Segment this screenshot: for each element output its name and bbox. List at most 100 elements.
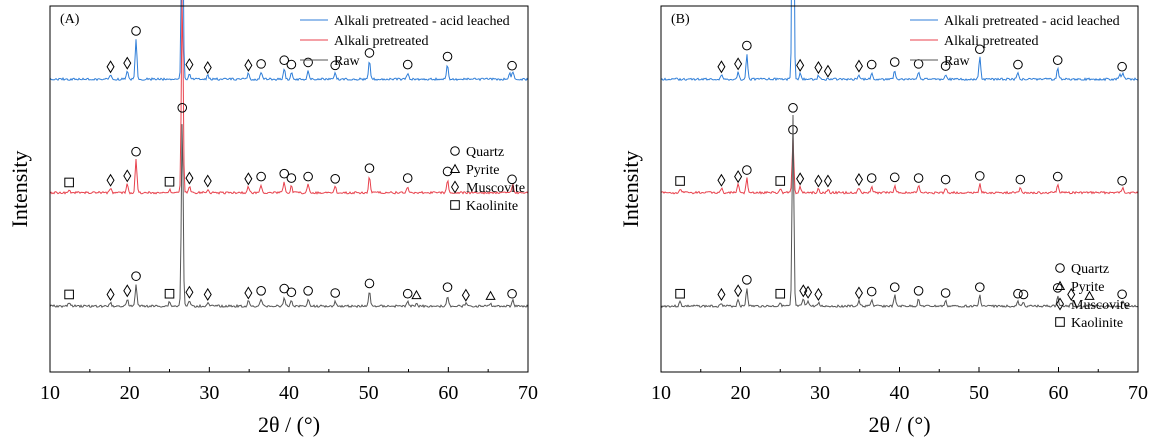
quartz-marker xyxy=(131,26,141,36)
quartz-marker xyxy=(1013,288,1023,299)
quartz-marker xyxy=(402,173,413,183)
phase-legend-label: Pyrite xyxy=(1071,280,1104,295)
muscovite-marker xyxy=(123,169,132,183)
quartz-marker xyxy=(364,278,375,289)
xrd-trace xyxy=(660,114,1139,309)
x-tick-label: 60 xyxy=(1049,382,1069,404)
muscovite-marker xyxy=(717,287,726,302)
muscovite-marker xyxy=(823,174,832,188)
kaolinite-marker xyxy=(64,289,74,300)
y-axis-label: Intensity xyxy=(7,151,32,228)
muscovite-marker xyxy=(814,287,823,302)
quartz-marker xyxy=(279,168,290,179)
quartz-marker xyxy=(303,171,313,182)
quartz-marker xyxy=(866,173,877,183)
quartz-marker xyxy=(788,103,798,113)
quartz-marker xyxy=(402,288,413,299)
xrd-trace xyxy=(660,137,1139,195)
pyrite-legend-symbol xyxy=(449,163,461,173)
phase-legend-label: Kaolinite xyxy=(466,199,518,214)
quartz-marker xyxy=(974,282,985,292)
quartz-marker xyxy=(364,48,375,58)
x-tick-label: 20 xyxy=(120,382,140,404)
x-tick-label: 40 xyxy=(890,382,910,404)
quartz-marker xyxy=(507,60,517,71)
x-tick-label: 10 xyxy=(40,382,60,404)
x-tick-label: 50 xyxy=(359,382,379,404)
quartz-marker xyxy=(913,59,924,69)
muscovite-marker xyxy=(796,172,805,186)
xrd-trace xyxy=(49,0,529,195)
phase-legend-label: Pyrite xyxy=(466,163,499,178)
quartz-marker xyxy=(940,174,951,185)
kaolinite-legend-symbol xyxy=(450,200,460,210)
muscovite-marker xyxy=(717,60,726,74)
quartz-marker xyxy=(131,271,141,281)
quartz-marker xyxy=(940,61,951,71)
muscovite-marker xyxy=(823,64,832,78)
quartz-marker xyxy=(913,286,924,296)
quartz-marker xyxy=(1052,55,1063,66)
quartz-marker xyxy=(974,44,985,55)
x-tick-label: 50 xyxy=(969,382,989,404)
quartz-legend-symbol xyxy=(1055,263,1065,273)
quartz-marker xyxy=(913,173,924,183)
quartz-marker xyxy=(286,173,297,183)
quartz-marker xyxy=(866,59,877,70)
quartz-marker xyxy=(1117,61,1127,72)
xrd-trace xyxy=(49,124,529,309)
panel-label: (B) xyxy=(671,12,690,27)
quartz-legend-symbol xyxy=(450,146,460,156)
muscovite-marker xyxy=(717,173,726,187)
quartz-marker xyxy=(889,282,900,292)
muscovite-marker xyxy=(185,58,194,72)
phase-legend: Quartz Pyrite Muscovite Kaolinite xyxy=(1054,262,1130,331)
quartz-marker xyxy=(974,171,985,181)
quartz-marker xyxy=(256,59,266,69)
x-tick-label: 30 xyxy=(810,382,830,404)
quartz-marker xyxy=(286,287,297,298)
quartz-marker xyxy=(177,103,188,113)
legend-label: Raw xyxy=(334,54,361,69)
pyrite-marker xyxy=(411,289,422,300)
quartz-marker xyxy=(742,165,752,175)
quartz-marker xyxy=(364,163,375,173)
x-tick-label: 40 xyxy=(279,382,299,404)
quartz-marker xyxy=(1052,171,1063,182)
phase-legend: Quartz Pyrite Muscovite Kaolinite xyxy=(449,145,525,214)
pyrite-marker xyxy=(1084,290,1095,300)
muscovite-marker xyxy=(123,56,132,70)
quartz-marker xyxy=(889,172,900,183)
muscovite-marker xyxy=(814,174,823,188)
legend-label: Alkali pretreated - acid leached xyxy=(944,14,1120,29)
xrd-panel-b: 10 20 30 40 50 60 70 2θ / (°) Intensity (B) Alkali… xyxy=(618,0,1148,437)
muscovite-marker xyxy=(799,284,808,298)
quartz-marker xyxy=(330,288,341,298)
muscovite-marker xyxy=(106,287,115,302)
quartz-marker xyxy=(303,286,313,296)
legend-label: Alkali pretreated xyxy=(944,34,1038,49)
kaolinite-marker xyxy=(775,288,786,299)
quartz-marker xyxy=(507,288,517,299)
muscovite-marker xyxy=(185,171,194,185)
muscovite-marker xyxy=(804,285,813,299)
kaolinite-marker xyxy=(675,288,685,299)
muscovite-marker xyxy=(854,172,863,187)
quartz-marker xyxy=(330,60,341,71)
muscovite-marker xyxy=(185,285,194,299)
quartz-marker xyxy=(742,40,752,51)
xrd-trace xyxy=(660,0,1139,82)
quartz-marker xyxy=(442,51,453,62)
quartz-marker xyxy=(330,174,341,184)
muscovite-marker xyxy=(123,284,132,298)
y-axis-label: Intensity xyxy=(618,151,643,228)
quartz-marker xyxy=(442,282,453,292)
quartz-marker xyxy=(866,286,877,297)
quartz-marker xyxy=(131,146,141,157)
legend-label: Alkali pretreated xyxy=(334,34,428,49)
quartz-marker xyxy=(256,171,266,182)
kaolinite-marker xyxy=(675,176,685,186)
quartz-marker xyxy=(742,275,752,285)
kaolinite-marker xyxy=(164,176,175,187)
